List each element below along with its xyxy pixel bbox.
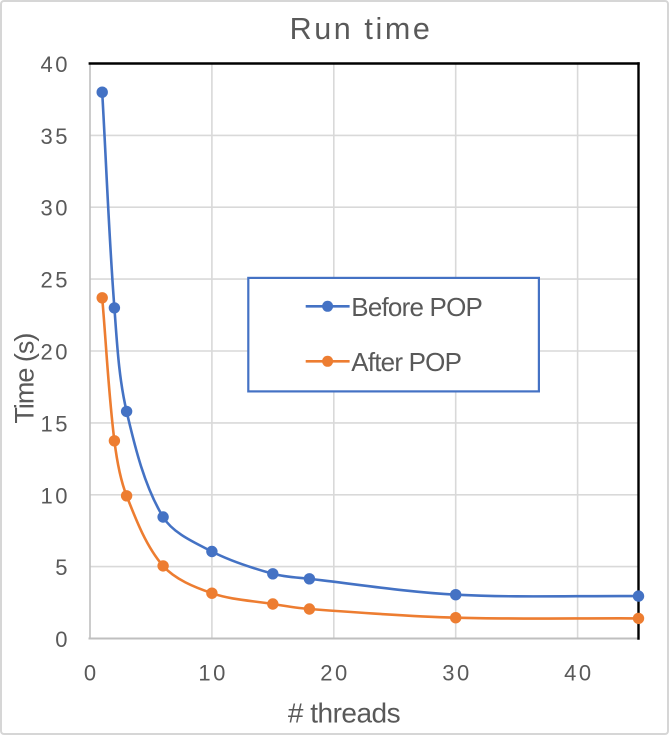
svg-text:10: 10 <box>41 483 70 508</box>
svg-text:Before POP: Before POP <box>351 292 482 322</box>
svg-text:40: 40 <box>564 661 593 686</box>
svg-text:20: 20 <box>320 661 349 686</box>
svg-text:20: 20 <box>41 340 70 365</box>
svg-text:Time (s): Time (s) <box>10 334 40 424</box>
svg-text:30: 30 <box>41 196 70 221</box>
svg-text:35: 35 <box>41 124 70 149</box>
svg-text:10: 10 <box>198 661 227 686</box>
svg-text:5: 5 <box>55 555 70 580</box>
svg-text:After POP: After POP <box>351 347 461 377</box>
svg-text:15: 15 <box>41 411 70 436</box>
svg-text:0: 0 <box>55 627 70 652</box>
svg-text:30: 30 <box>442 661 471 686</box>
svg-text:# threads: # threads <box>288 698 400 729</box>
svg-text:40: 40 <box>41 52 70 77</box>
svg-text:Run time: Run time <box>290 12 433 46</box>
svg-text:0: 0 <box>84 661 99 686</box>
svg-text:25: 25 <box>41 268 70 293</box>
